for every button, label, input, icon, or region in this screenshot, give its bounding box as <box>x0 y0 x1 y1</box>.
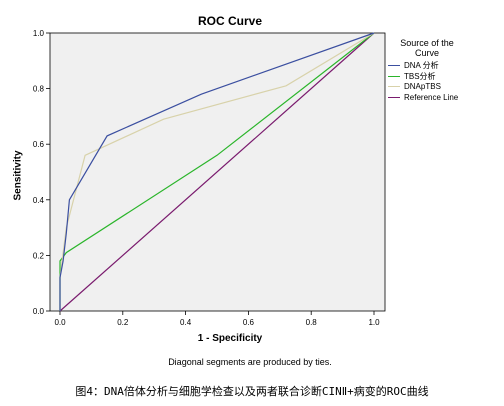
legend-swatch <box>388 75 400 77</box>
legend-item: TBS分析 <box>388 72 498 82</box>
series-line-4 <box>59 32 375 312</box>
x-tick-label: 0.0 <box>54 318 66 327</box>
y-tick-label: 1.0 <box>33 29 45 38</box>
y-tick-label: 0.4 <box>33 196 45 205</box>
legend-title: Source of the Curve <box>400 38 454 58</box>
x-tick-label: 0.2 <box>117 318 129 327</box>
legend-swatch <box>388 86 400 87</box>
legend-item: Reference Line <box>388 93 498 103</box>
legend-item: DNA 分析 <box>388 61 498 71</box>
x-axis-label: 1 - Specificity <box>197 333 263 344</box>
y-tick-label: 0.8 <box>33 85 45 94</box>
x-tick-label: 0.4 <box>180 318 192 327</box>
series-layer <box>59 32 375 312</box>
legend-swatch <box>388 96 400 98</box>
legend-label: Reference Line <box>404 92 459 102</box>
legend-label: TBS分析 <box>404 71 436 81</box>
legend-label: DNApTBS <box>404 82 441 91</box>
chart-title: ROC Curve <box>197 14 262 28</box>
series-line-1 <box>59 32 375 311</box>
x-tick-label: 1.0 <box>368 318 380 327</box>
x-tick-label: 0.6 <box>243 318 255 327</box>
y-tick-label: 0.6 <box>33 140 45 149</box>
y-tick-label: 0.0 <box>33 307 45 316</box>
legend-label: DNA 分析 <box>404 61 439 70</box>
legend-item: DNApTBS <box>388 82 498 92</box>
axes: 0.0 0.2 0.4 0.6 0.8 1.0 0.0 0.2 0.4 0.6 0.8 1.0 <box>33 29 380 327</box>
figure-caption: 图4：DNA倍体分析与细胞学检查以及两者联合诊断CINⅡ+病变的ROC曲线 <box>75 385 429 398</box>
x-tick-label: 0.8 <box>306 318 318 327</box>
ties-footnote: Diagonal segments are produced by ties. <box>168 357 332 367</box>
y-tick-label: 0.2 <box>33 251 45 260</box>
legend-swatch <box>388 65 400 66</box>
